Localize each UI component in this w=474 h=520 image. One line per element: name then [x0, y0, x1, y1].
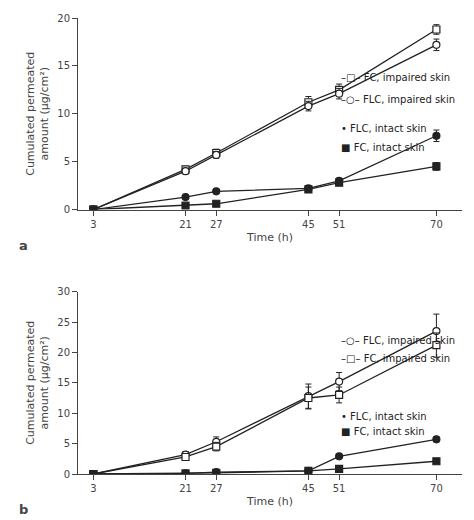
- svg-text:27: 27: [210, 483, 223, 494]
- svg-text:15: 15: [57, 60, 70, 71]
- svg-text:21: 21: [179, 219, 192, 230]
- svg-text:• FLC, intact skin: • FLC, intact skin: [341, 123, 427, 134]
- svg-text:a: a: [19, 238, 28, 253]
- svg-text:–□– FC, impaired skin: –□– FC, impaired skin: [341, 72, 450, 83]
- svg-text:70: 70: [430, 483, 443, 494]
- svg-text:70: 70: [430, 219, 443, 230]
- svg-text:15: 15: [57, 377, 70, 388]
- svg-text:45: 45: [302, 219, 315, 230]
- svg-text:Cumulated permeatedamount (μg/: Cumulated permeatedamount (μg/cm²): [24, 52, 51, 176]
- svg-text:–□– FC, impaired skin: –□– FC, impaired skin: [341, 353, 450, 364]
- svg-text:10: 10: [57, 108, 70, 119]
- svg-text:20: 20: [57, 347, 70, 358]
- svg-text:■ FC, intact skin: ■ FC, intact skin: [341, 142, 425, 153]
- svg-text:45: 45: [302, 483, 315, 494]
- svg-text:20: 20: [57, 13, 70, 24]
- svg-text:5: 5: [64, 156, 70, 167]
- svg-text:51: 51: [333, 483, 346, 494]
- svg-text:–○– FLC, impaired skin: –○– FLC, impaired skin: [341, 335, 455, 346]
- svg-text:30: 30: [57, 286, 70, 297]
- svg-text:• FLC, intact skin: • FLC, intact skin: [341, 411, 427, 422]
- svg-text:0: 0: [64, 204, 70, 215]
- svg-text:3: 3: [90, 219, 96, 230]
- svg-text:■ FC, intact skin: ■ FC, intact skin: [341, 426, 425, 437]
- svg-text:Time (h): Time (h): [246, 231, 293, 244]
- svg-text:3: 3: [90, 483, 96, 494]
- svg-text:Time (h): Time (h): [246, 495, 293, 508]
- svg-text:27: 27: [210, 219, 223, 230]
- svg-text:–○– FLC, impaired skin: –○– FLC, impaired skin: [341, 94, 455, 105]
- svg-text:51: 51: [333, 219, 346, 230]
- svg-text:25: 25: [57, 317, 70, 328]
- svg-text:0: 0: [64, 469, 70, 480]
- svg-text:21: 21: [179, 483, 192, 494]
- svg-text:Cumulated permeatedamount (μg/: Cumulated permeatedamount (μg/cm²): [24, 321, 51, 445]
- svg-text:10: 10: [57, 408, 70, 419]
- svg-text:5: 5: [64, 438, 70, 449]
- svg-text:b: b: [19, 502, 28, 517]
